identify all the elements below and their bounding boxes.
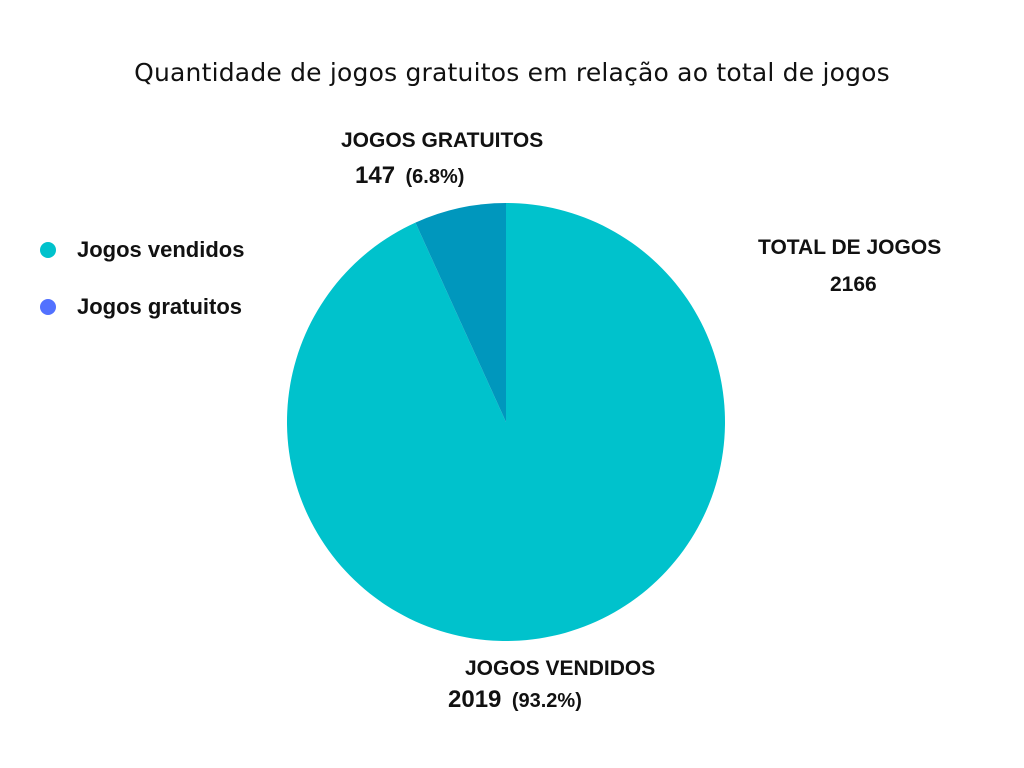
pie-slice-jogos-gratuitos	[415, 203, 506, 422]
value-jogos-gratuitos: 147	[355, 162, 396, 189]
pie-slice-jogos-vendidos	[286, 203, 725, 642]
percent-jogos-vendidos: (93.2%)	[511, 690, 582, 712]
legend-label-jogos-vendidos: Jogos vendidos	[77, 237, 245, 262]
legend-label-jogos-gratuitos: Jogos gratuitos	[77, 294, 243, 319]
value-jogos-vendidos: 2019	[448, 686, 502, 713]
legend-item-jogos-gratuitos: Jogos gratuitos	[40, 289, 244, 325]
label-jogos-vendidos: JOGOS VENDIDOS	[465, 657, 656, 680]
legend-swatch-jogos-gratuitos	[40, 299, 56, 315]
total-value: 2166	[830, 273, 877, 296]
total-label: TOTAL DE JOGOS	[758, 236, 942, 259]
chart-title: Quantidade de jogos gratuitos em relação…	[134, 58, 890, 87]
percent-jogos-gratuitos: (6.8%)	[405, 166, 465, 188]
legend-swatch-jogos-vendidos	[40, 242, 56, 258]
value-group-jogos-gratuitos: 147 (6.8%)	[355, 162, 464, 190]
label-jogos-gratuitos: JOGOS GRATUITOS	[341, 129, 544, 152]
value-group-jogos-vendidos: 2019 (93.2%)	[448, 686, 582, 714]
legend-item-jogos-vendidos: Jogos vendidos	[40, 232, 244, 268]
legend: Jogos vendidos Jogos gratuitos	[40, 232, 244, 346]
